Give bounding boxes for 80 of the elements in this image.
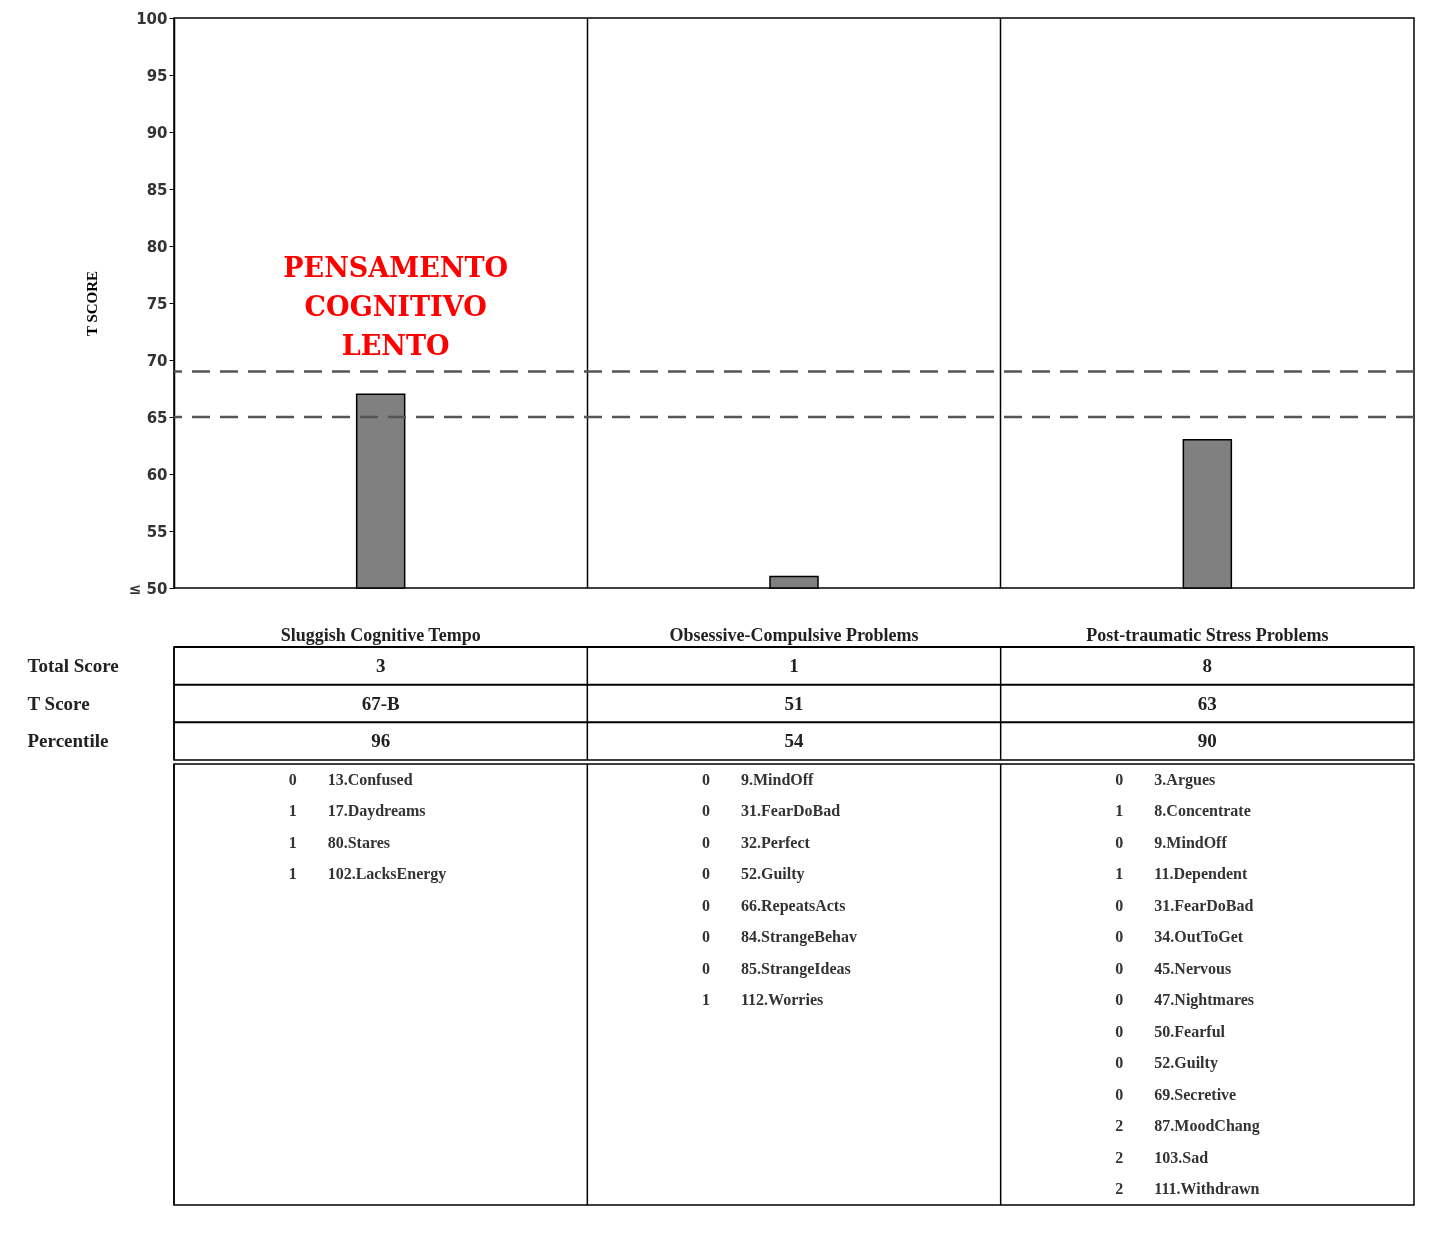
text: 2	[1115, 1180, 1124, 1198]
text: 3	[375, 654, 386, 676]
text: 0	[1115, 991, 1124, 1009]
y-tick-label: ≤ 50	[128, 579, 168, 598]
text: 17.Daydreams	[327, 802, 426, 821]
text: 8	[1202, 654, 1213, 676]
text: 32.Perfect	[741, 833, 811, 851]
text: 52.Guilty	[1154, 1054, 1218, 1073]
text: 0	[702, 802, 710, 820]
text: 84.StrangeBehav	[741, 928, 857, 947]
text: 2	[1115, 1148, 1124, 1166]
text: 1	[1115, 802, 1124, 820]
text: 1	[1115, 865, 1124, 883]
text: 0	[702, 928, 710, 946]
text: 1	[288, 833, 297, 851]
text: 8.Concentrate	[1154, 802, 1251, 820]
text: 54	[784, 730, 804, 752]
text: 3.Argues	[1154, 770, 1216, 789]
text: 0	[702, 896, 710, 914]
text: 1	[288, 865, 297, 883]
y-tick-label: 75	[146, 294, 168, 313]
y-tick-label: 65	[146, 408, 168, 427]
y-axis-title: T SCORE	[83, 270, 100, 337]
data-label: 63	[1197, 692, 1217, 714]
text: 0	[1115, 928, 1124, 946]
text: 0	[1115, 896, 1124, 914]
y-tick-label: 60	[146, 465, 168, 484]
text: 0	[1115, 770, 1124, 788]
text: Total Score	[27, 654, 119, 676]
text: 0	[1115, 1022, 1124, 1040]
text: 103.Sad	[1154, 1148, 1209, 1166]
x-tick-label: Sluggish Cognitive Tempo	[280, 624, 481, 645]
data-label: 67-B	[361, 692, 400, 714]
text: 31.FearDoBad	[741, 802, 841, 820]
text: 69.Secretive	[1154, 1085, 1237, 1103]
text: 80.Stares	[327, 833, 391, 851]
text: 0	[288, 770, 297, 788]
text: 111.Withdrawn	[1154, 1180, 1260, 1198]
text: 0	[1115, 833, 1124, 851]
text: 2	[1115, 1117, 1124, 1135]
y-tick-label: 70	[146, 351, 168, 370]
y-tick-label: 100	[136, 9, 168, 28]
annotation: PENSAMENTO COGNITIVO LENTO	[283, 252, 509, 361]
text: 11.Dependent	[1154, 865, 1248, 884]
x-tick-label: Post-traumatic Stress Problems	[1086, 624, 1329, 645]
text: 47.Nightmares	[1154, 991, 1255, 1010]
text: 1	[789, 654, 799, 676]
text: 87.MoodChang	[1154, 1117, 1260, 1136]
y-tick-label: 80	[146, 237, 168, 256]
text: 13.Confused	[327, 770, 413, 788]
text: 96	[371, 730, 391, 752]
text: 0	[702, 959, 710, 977]
text: 31.FearDoBad	[1154, 896, 1254, 914]
text: T Score	[27, 692, 90, 714]
text: 9.MindOff	[741, 770, 815, 788]
y-tick-label: 95	[146, 66, 168, 85]
text: 50.Fearful	[1154, 1022, 1226, 1040]
text: 0	[1115, 1085, 1124, 1103]
text: 102.LacksEnergy	[327, 865, 447, 884]
text: 52.Guilty	[741, 865, 805, 884]
text: 1	[288, 802, 297, 820]
text: Percentile	[27, 730, 109, 752]
text: 1	[702, 991, 710, 1009]
text: 45.Nervous	[1154, 959, 1232, 977]
y-tick-label: 85	[146, 180, 168, 199]
text: 112.Worries	[741, 991, 824, 1009]
text: 85.StrangeIdeas	[741, 959, 851, 978]
y-tick-label: 90	[146, 123, 168, 142]
y-tick-label: 55	[146, 522, 168, 541]
text: 0	[702, 770, 710, 788]
text: 0	[702, 833, 710, 851]
text: 66.RepeatsActs	[741, 896, 846, 915]
data-label: 51	[784, 692, 804, 714]
text: 34.OutToGet	[1154, 928, 1244, 946]
text: 0	[1115, 1054, 1124, 1072]
x-tick-label: Obsessive-Compulsive Problems	[669, 624, 919, 645]
text: 0	[1115, 959, 1124, 977]
text: 9.MindOff	[1154, 833, 1228, 851]
text: 0	[702, 865, 710, 883]
text: 90	[1197, 730, 1217, 752]
